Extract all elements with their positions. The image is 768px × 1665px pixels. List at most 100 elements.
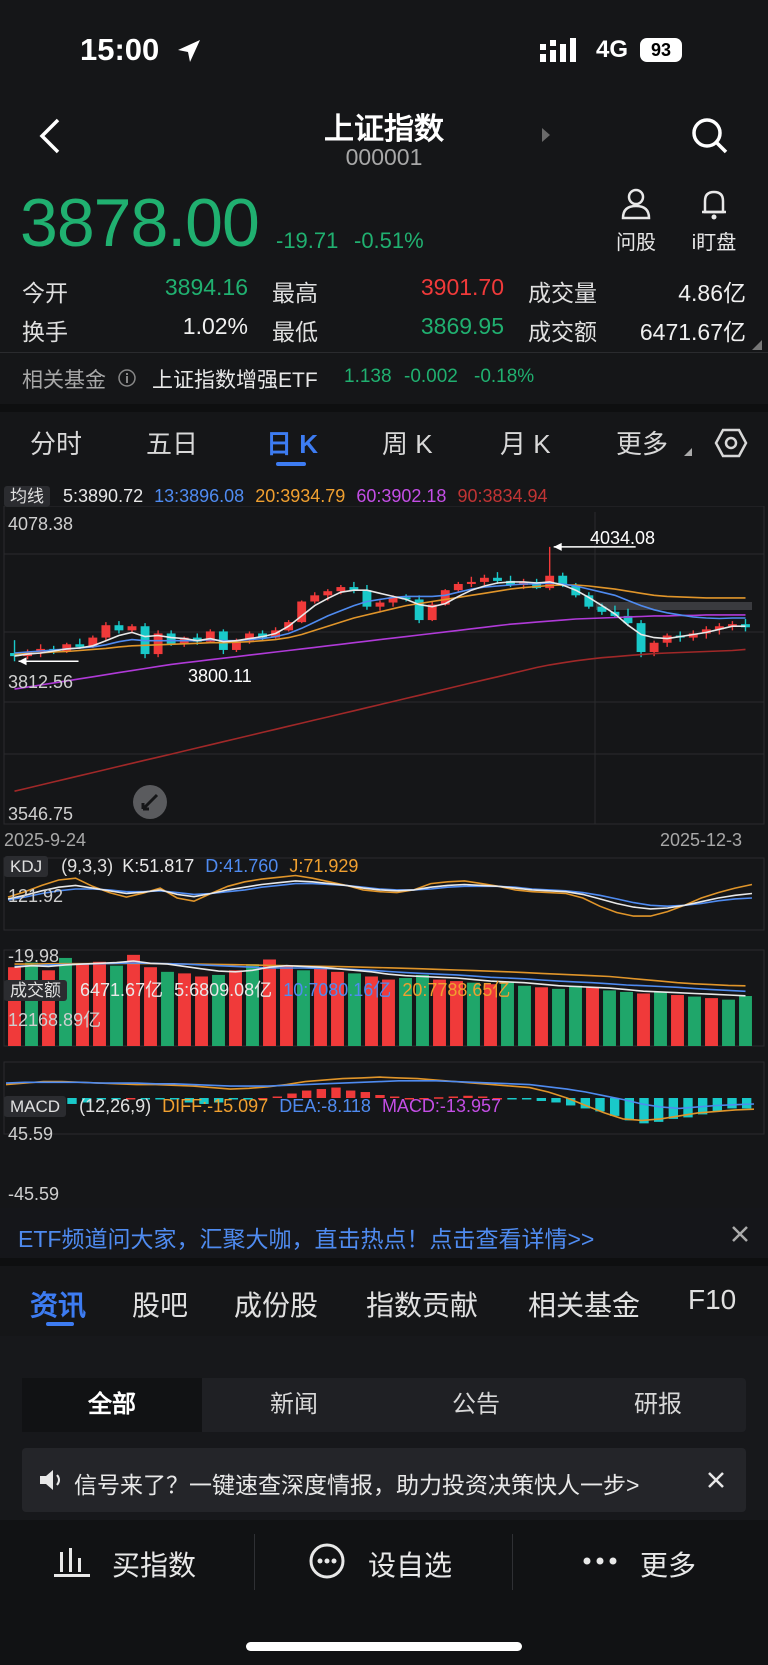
tab-constituents[interactable]: 成份股: [234, 1290, 319, 1321]
candle: [453, 583, 463, 591]
kdj-j-line: [7, 874, 753, 917]
kdj-chip[interactable]: KDJ: [4, 856, 49, 877]
tab-weekly-k[interactable]: 周 K: [382, 429, 433, 459]
back-arrow-icon[interactable]: [36, 116, 62, 156]
filter-research[interactable]: 研报: [634, 1391, 682, 1418]
high-annotation: 4034.08: [590, 528, 656, 548]
status-time: 15:00: [80, 32, 160, 67]
fund-name[interactable]: 上证指数增强ETF: [152, 369, 318, 392]
ma60-value: 60:3902.18: [356, 486, 447, 506]
tab-related-funds[interactable]: 相关基金: [528, 1290, 641, 1321]
watch-button[interactable]: [674, 188, 754, 225]
next-stock-icon[interactable]: [540, 126, 552, 144]
tab-monthly-k[interactable]: 月 K: [500, 429, 551, 459]
settings-hexagon-icon[interactable]: [714, 426, 748, 460]
more-dots-icon[interactable]: [582, 1556, 618, 1566]
volume-bar: [416, 974, 429, 1046]
y-min-label: 3546.75: [8, 804, 74, 824]
volume-chip[interactable]: 成交额: [4, 980, 67, 1001]
price-change: -19.71: [276, 228, 339, 253]
candle: [427, 604, 437, 621]
expand-corner-icon[interactable]: [752, 340, 762, 350]
macd-bar: [287, 1093, 297, 1098]
kdj-y-min: -19.98: [8, 946, 60, 966]
volume-bar: [552, 988, 565, 1046]
volume-bar: [348, 973, 361, 1046]
draw-tool-icon[interactable]: [132, 784, 168, 820]
low-value: 3869.95: [420, 313, 504, 339]
tab-news[interactable]: 资讯: [30, 1290, 87, 1321]
watch-label: i盯盘: [691, 232, 737, 254]
volume-bar: [365, 976, 378, 1046]
macd-bar: [184, 1098, 195, 1103]
add-watchlist-icon[interactable]: [308, 1542, 346, 1580]
filter-announcements[interactable]: 公告: [452, 1391, 500, 1418]
macd-bar: [448, 1096, 459, 1099]
notice-text[interactable]: 信号来了？一键速查深度情报，助力投资决策快人一步>: [74, 1472, 640, 1498]
macd-bar: [155, 1098, 165, 1100]
tab-f10[interactable]: F10: [688, 1284, 737, 1315]
volume-bar: [178, 973, 191, 1046]
divider: [254, 1534, 255, 1590]
kdj-chart: [7, 874, 753, 917]
ma-chip[interactable]: 均线: [4, 486, 50, 507]
tab-five-day[interactable]: 五日: [146, 429, 199, 459]
ma90-value: 90:3834.94: [457, 486, 548, 506]
macd-bar: [301, 1090, 312, 1098]
notice-bar[interactable]: 信号来了？一键速查深度情报，助力投资决策快人一步>: [22, 1448, 746, 1512]
active-bottom-tab-indicator: [46, 1322, 74, 1326]
volume-bar: [76, 964, 89, 1046]
y-mid-label: 3812.56: [8, 672, 74, 692]
kdj-k: K:51.817: [122, 856, 195, 876]
macd-dea-line: [5, 1079, 755, 1110]
etf-banner[interactable]: ETF频道问大家，汇聚大咖，直击热点！点击查看详情>>: [0, 1208, 768, 1258]
volume-bar: [314, 967, 327, 1046]
macd-bar: [492, 1098, 503, 1100]
banner-text[interactable]: ETF频道问大家，汇聚大咖，直击热点！点击查看详情>>: [18, 1226, 595, 1252]
search-icon[interactable]: [690, 116, 730, 156]
macd-bar: [257, 1098, 268, 1100]
macd-bar: [727, 1098, 737, 1109]
info-icon[interactable]: [118, 369, 136, 387]
open-value: 3894.16: [164, 274, 248, 300]
candle: [310, 595, 320, 602]
tab-daily-k[interactable]: 日 K: [266, 429, 319, 459]
buy-index-button[interactable]: 买指数: [112, 1550, 197, 1581]
macd-bar: [595, 1098, 605, 1112]
more-button[interactable]: 更多: [640, 1550, 697, 1581]
ma13-value: 13:3896.08: [154, 486, 245, 506]
candle: [636, 623, 646, 653]
candle: [153, 633, 163, 655]
cellular-signal-icon: [540, 38, 576, 62]
macd-dea: DEA:-8.118: [279, 1096, 371, 1116]
bar-chart-icon[interactable]: [54, 1546, 90, 1578]
tab-intraday[interactable]: 分时: [30, 429, 83, 459]
fund-label: 相关基金: [22, 369, 106, 392]
tab-forum[interactable]: 股吧: [132, 1290, 189, 1321]
fund-change-pct: -0.18%: [474, 366, 535, 387]
volume-bar: [212, 974, 225, 1046]
macd-chip[interactable]: MACD: [4, 1096, 67, 1117]
macd-bar: [111, 1098, 121, 1100]
ask-stock-button[interactable]: [596, 188, 676, 225]
macd-legend: MACD (12,26,9) DIFF:-15.097 DEA:-8.118 M…: [4, 1096, 501, 1117]
tab-index-contribution[interactable]: 指数贡献: [366, 1290, 479, 1321]
volume-legend: 成交额 6471.67亿 5:6809.08亿 10:7080.16亿 20:7…: [4, 976, 510, 1002]
tab-more[interactable]: 更多: [616, 429, 669, 459]
volume-bar: [246, 964, 259, 1046]
macd-bar: [360, 1092, 371, 1098]
candle: [388, 597, 398, 603]
fund-price: 1.138: [344, 366, 392, 387]
close-icon[interactable]: [730, 1224, 750, 1244]
home-indicator: [246, 1642, 522, 1651]
candle: [597, 606, 607, 612]
macd-y-max: 45.59: [8, 1124, 54, 1144]
filter-all[interactable]: 全部: [22, 1378, 202, 1432]
macd-bar: [639, 1098, 649, 1124]
volume-ma5-line: [14, 960, 746, 997]
macd-bar: [213, 1098, 224, 1103]
amount-value: 6471.67亿: [639, 319, 746, 345]
close-icon[interactable]: [706, 1470, 726, 1490]
add-watchlist-button[interactable]: 设自选: [368, 1550, 453, 1581]
filter-news[interactable]: 新闻: [270, 1391, 318, 1418]
